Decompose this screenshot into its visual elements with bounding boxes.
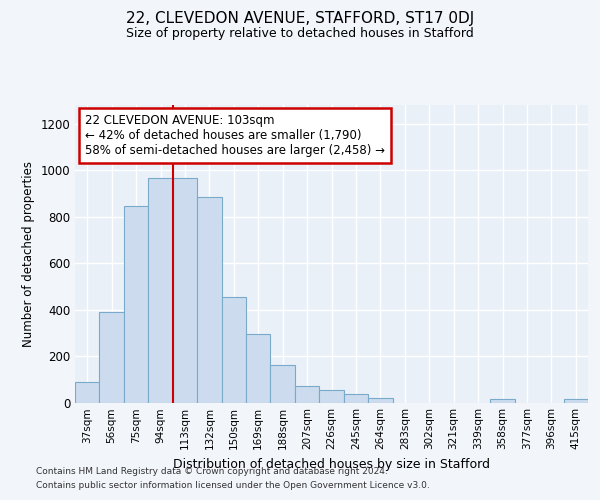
Bar	[490, 399, 515, 402]
Text: 22 CLEVEDON AVENUE: 103sqm
← 42% of detached houses are smaller (1,790)
58% of s: 22 CLEVEDON AVENUE: 103sqm ← 42% of deta…	[85, 114, 385, 157]
Bar	[124, 206, 148, 402]
Bar	[319, 390, 344, 402]
Bar	[75, 382, 100, 402]
Bar	[148, 178, 173, 402]
Bar	[295, 386, 319, 402]
Text: Size of property relative to detached houses in Stafford: Size of property relative to detached ho…	[126, 28, 474, 40]
Bar	[563, 399, 588, 402]
Y-axis label: Number of detached properties: Number of detached properties	[22, 161, 35, 347]
Bar	[246, 334, 271, 402]
Bar	[271, 366, 295, 403]
Text: 22, CLEVEDON AVENUE, STAFFORD, ST17 0DJ: 22, CLEVEDON AVENUE, STAFFORD, ST17 0DJ	[126, 11, 474, 26]
Bar	[344, 394, 368, 402]
Bar	[368, 398, 392, 402]
Bar	[221, 296, 246, 403]
Bar	[100, 312, 124, 402]
Bar	[173, 178, 197, 402]
Text: Contains public sector information licensed under the Open Government Licence v3: Contains public sector information licen…	[36, 481, 430, 490]
Text: Contains HM Land Registry data © Crown copyright and database right 2024.: Contains HM Land Registry data © Crown c…	[36, 467, 388, 476]
X-axis label: Distribution of detached houses by size in Stafford: Distribution of detached houses by size …	[173, 458, 490, 471]
Bar	[197, 197, 221, 402]
